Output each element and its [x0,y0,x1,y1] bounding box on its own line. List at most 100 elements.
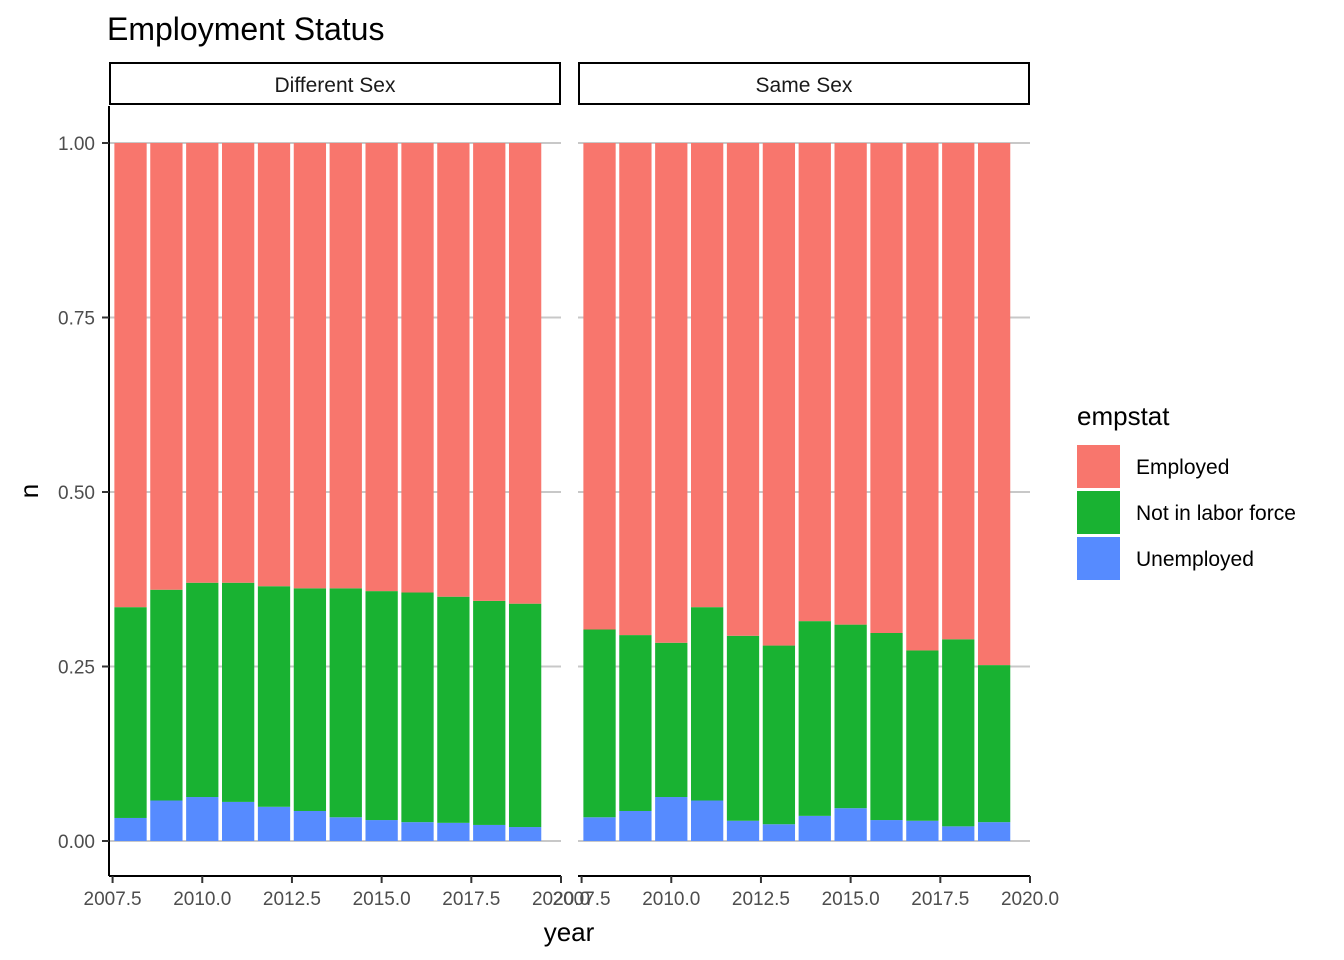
bar-same-sex-2012-employed [726,143,760,636]
bar-same-sex-2019-unemployed [977,822,1011,841]
bar-same-sex-2011-employed [691,143,724,608]
bar-same-sex-2016-employed [870,143,903,633]
y-axis-title: n [14,484,44,498]
x-tick-label-different-sex-5: 2020.0 [532,889,590,910]
bar-same-sex-2010-unemployed [655,797,688,841]
bar-same-sex-2015-employed [834,143,867,625]
bar-same-sex-2017-employed [906,143,939,651]
y-tick-label-1: 0.25 [58,658,95,679]
bar-same-sex-2012-unemployed [726,820,760,841]
x-tick-label-same-sex-5: 2020.0 [1001,889,1059,910]
bar-different-sex-2014-not-in-labor-force [329,588,362,818]
x-tick-label-different-sex-0: 2007.5 [84,889,142,910]
y-tick-label-0: 0.00 [58,832,95,853]
legend-label-unemployed: Unemployed [1136,548,1254,571]
panel-different-sex: Different Sex 2007.5 2010.0 2012.5 2015.0 201… [84,62,590,910]
bar-different-sex-2011-employed [222,143,255,583]
facet-strip-same-sex [578,62,1030,105]
bar-different-sex-2017-employed [437,143,470,597]
chart-title: Employment Status [107,11,384,47]
bar-same-sex-2009-employed [619,143,652,636]
bar-same-sex-2016-unemployed [870,820,903,841]
bar-same-sex-2008-not-in-labor-force [583,629,616,818]
panel-same-sex: Same Sex 2007.5 2010.0 2012.5 2015.0 2017.5 20… [553,62,1059,910]
bar-different-sex-2012-employed [257,143,291,587]
bar-different-sex-2018-employed [473,143,506,601]
bar-different-sex-2016-not-in-labor-force [401,592,434,823]
legend-swatch-not-in-labor-force [1077,491,1120,534]
bar-different-sex-2017-not-in-labor-force [437,596,470,823]
bar-different-sex-2015-employed [365,143,398,592]
x-tick-label-same-sex-4: 2017.5 [911,889,969,910]
facet-panels: Different Sex 2007.5 2010.0 2012.5 2015.0 201… [58,62,1059,910]
bar-different-sex-2011-unemployed [222,801,255,841]
bar-different-sex-2019-unemployed [508,827,542,841]
bar-different-sex-2017-unemployed [437,822,470,841]
bar-different-sex-2018-unemployed [473,824,506,841]
bar-same-sex-2018-not-in-labor-force [942,639,975,827]
bar-same-sex-2017-not-in-labor-force [906,650,939,821]
x-tick-label-different-sex-1: 2010.0 [173,889,231,910]
x-tick-label-same-sex-2: 2012.5 [732,889,790,910]
bar-different-sex-2012-not-in-labor-force [257,586,291,807]
x-axis-title: year [544,917,595,947]
bar-same-sex-2015-not-in-labor-force [834,624,867,809]
bar-same-sex-2011-unemployed [691,800,724,841]
x-tick-label-different-sex-3: 2015.0 [353,889,411,910]
bar-same-sex-2014-unemployed [798,815,831,841]
legend: empstat Employed Not in labor force Unempl… [1077,401,1296,580]
bar-different-sex-2010-not-in-labor-force [186,582,219,798]
bar-same-sex-2014-employed [798,143,831,622]
y-tick-label-4: 1.00 [58,134,95,155]
bar-different-sex-2014-employed [329,143,362,589]
bar-different-sex-2008-not-in-labor-force [114,607,147,818]
bar-same-sex-2015-unemployed [834,808,867,841]
legend-swatch-employed [1077,445,1120,488]
bar-different-sex-2010-unemployed [186,797,219,841]
bar-same-sex-2016-not-in-labor-force [870,632,903,821]
legend-title: empstat [1077,401,1170,431]
x-tick-label-same-sex-0: 2007.5 [553,889,611,910]
bar-same-sex-2014-not-in-labor-force [798,621,831,816]
bar-same-sex-2012-not-in-labor-force [726,635,760,821]
bar-different-sex-2019-not-in-labor-force [508,603,542,828]
bar-same-sex-2008-employed [583,143,616,630]
bar-different-sex-2018-not-in-labor-force [473,600,506,825]
facet-strip-label-same-sex: Same Sex [756,74,853,97]
y-axis: 0.00 0.25 0.50 0.75 1.00 [58,106,110,876]
bar-different-sex-2016-employed [401,143,434,593]
bar-different-sex-2013-unemployed [293,810,327,841]
bar-different-sex-2015-unemployed [365,820,398,841]
x-tick-label-same-sex-3: 2015.0 [822,889,880,910]
bar-same-sex-2018-employed [942,143,975,640]
legend-label-employed: Employed [1136,456,1229,479]
legend-swatch-unemployed [1077,537,1120,580]
bar-different-sex-2013-not-in-labor-force [293,588,327,811]
bar-same-sex-2008-unemployed [583,817,616,841]
bar-different-sex-2013-employed [293,143,327,589]
bar-same-sex-2013-unemployed [762,824,796,841]
bar-same-sex-2009-unemployed [619,810,652,841]
bar-different-sex-2009-unemployed [150,800,183,841]
bar-different-sex-2011-not-in-labor-force [222,582,255,802]
x-tick-label-different-sex-4: 2017.5 [442,889,500,910]
bar-same-sex-2018-unemployed [942,826,975,841]
x-tick-label-different-sex-2: 2012.5 [263,889,321,910]
x-tick-label-same-sex-1: 2010.0 [642,889,700,910]
bar-same-sex-2009-not-in-labor-force [619,635,652,811]
facet-strip-label-different-sex: Different Sex [274,74,396,97]
bar-different-sex-2012-unemployed [257,806,291,841]
bar-same-sex-2011-not-in-labor-force [691,607,724,801]
legend-label-not-in-labor-force: Not in labor force [1136,502,1296,525]
bar-same-sex-2013-employed [762,143,796,646]
bar-different-sex-2009-not-in-labor-force [150,589,183,801]
bar-same-sex-2019-employed [977,143,1011,666]
bar-different-sex-2010-employed [186,143,219,583]
bar-different-sex-2016-unemployed [401,822,434,841]
bar-same-sex-2013-not-in-labor-force [762,645,796,825]
bar-different-sex-2019-employed [508,143,542,604]
bar-same-sex-2010-not-in-labor-force [655,642,688,798]
facet-strip-different-sex [109,62,561,105]
bar-different-sex-2008-employed [114,143,147,608]
